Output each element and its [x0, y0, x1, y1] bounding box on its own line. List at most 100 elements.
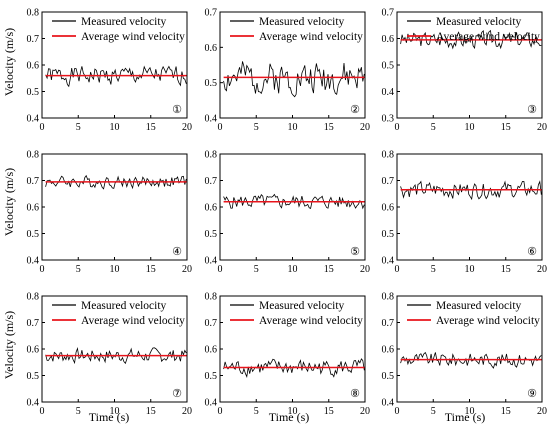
- plot-frame: [396, 295, 543, 403]
- y-tick-label: 0.5: [382, 371, 395, 382]
- x-tick-label: 15: [501, 264, 511, 275]
- x-tick-label: 5: [76, 122, 81, 133]
- x-tick-label: 20: [360, 406, 370, 417]
- panel-6: 0 5 10 15 20 0.4 0.5 0.6 0.7 0.8 ⑥: [382, 150, 548, 276]
- x-tick-label: 15: [324, 406, 334, 417]
- x-tick-label: 15: [324, 264, 334, 275]
- panel-number-marker: ⑦: [172, 388, 182, 400]
- x-tick-label: 10: [465, 264, 475, 275]
- y-tick-label: 0.8: [205, 150, 218, 161]
- plot-frame: [41, 11, 188, 119]
- x-tick-label: 15: [501, 122, 511, 133]
- legend-label-average: Average wind velocity: [436, 31, 540, 43]
- y-tick-label: 0.5: [27, 229, 40, 240]
- y-axis-title-row-3: Velocity (m/s): [2, 311, 16, 379]
- y-tick-label: 0.7: [382, 176, 395, 187]
- x-tick-label: 5: [254, 406, 259, 417]
- x-tick-label: 0: [395, 122, 400, 133]
- y-tick-label: 0.5: [382, 61, 395, 72]
- x-tick-label: 20: [537, 264, 547, 275]
- x-tick-label: 15: [501, 406, 511, 417]
- x-tick-label: 10: [110, 122, 120, 133]
- legend-label-measured: Measured velocity: [259, 300, 345, 312]
- x-tick-label: 0: [40, 406, 45, 417]
- y-tick-label: 0.7: [205, 318, 218, 329]
- x-tick-label: 15: [324, 122, 334, 133]
- x-tick-label: 20: [360, 264, 370, 275]
- y-tick-label: 0.8: [382, 150, 395, 161]
- x-tick-label: 0: [218, 264, 223, 275]
- x-tick-label: 20: [182, 264, 192, 275]
- plot-frame: [41, 153, 188, 261]
- panel-number-marker: ①: [172, 104, 182, 116]
- panel-5: 0 5 10 15 20 0.4 0.5 0.6 0.7 0.8 ⑤: [205, 150, 371, 276]
- y-tick-label: 0.4: [205, 114, 218, 125]
- x-axis-title-col-1: Time (s): [89, 410, 130, 424]
- plot-frame: [219, 295, 366, 403]
- y-tick-label: 0.7: [27, 318, 40, 329]
- x-tick-label: 20: [360, 122, 370, 133]
- panel-number-marker: ⑥: [527, 246, 537, 258]
- y-tick-label: 0.7: [205, 176, 218, 187]
- x-tick-label: 20: [182, 122, 192, 133]
- y-tick-label: 0.5: [382, 229, 395, 240]
- y-tick-label: 0.4: [27, 114, 40, 125]
- x-tick-label: 5: [431, 264, 436, 275]
- legend-label-average: Average wind velocity: [259, 31, 363, 43]
- legend-label-average: Average wind velocity: [259, 315, 363, 327]
- y-tick-label: 0.6: [27, 61, 40, 72]
- y-tick-label: 0.8: [27, 8, 40, 19]
- legend-label-average: Average wind velocity: [81, 315, 185, 327]
- x-tick-label: 10: [465, 122, 475, 133]
- plot-frame: [41, 295, 188, 403]
- y-tick-label: 0.4: [205, 398, 218, 409]
- x-tick-label: 5: [254, 264, 259, 275]
- x-tick-label: 10: [110, 406, 120, 417]
- x-tick-label: 5: [76, 264, 81, 275]
- plot-frame: [219, 11, 366, 119]
- x-tick-label: 20: [537, 406, 547, 417]
- legend-label-measured: Measured velocity: [259, 16, 345, 28]
- y-axis-title-row-2: Velocity (m/s): [2, 168, 16, 236]
- y-tick-label: 0.3: [382, 114, 395, 125]
- y-axis-title-row-1: Velocity (m/s): [2, 28, 16, 96]
- y-tick-label: 0.5: [205, 229, 218, 240]
- measured-velocity-line: [45, 346, 187, 365]
- y-tick-label: 0.4: [205, 256, 218, 267]
- y-tick-label: 0.6: [27, 203, 40, 214]
- y-tick-label: 0.6: [205, 43, 218, 54]
- x-tick-label: 15: [146, 122, 156, 133]
- panel-1: 0 5 10 15 20 0.4 0.5 0.6 0.7 0.8 Measured velocity…: [27, 8, 193, 134]
- legend-label-average: Average wind velocity: [81, 31, 185, 43]
- legend-label-measured: Measured velocity: [436, 16, 522, 28]
- x-tick-label: 10: [288, 264, 298, 275]
- panel-8: 0 5 10 15 20 0.4 0.5 0.6 0.7 0.8 Measured velocity…: [205, 292, 371, 418]
- y-tick-label: 0.5: [205, 78, 218, 89]
- y-tick-label: 0.5: [27, 371, 40, 382]
- measured-velocity-line: [223, 61, 365, 98]
- measured-velocity-line: [45, 65, 187, 88]
- x-tick-label: 15: [146, 264, 156, 275]
- x-tick-label: 10: [288, 122, 298, 133]
- y-tick-label: 0.6: [205, 203, 218, 214]
- panel-4: 0 5 10 15 20 0.4 0.5 0.6 0.7 0.8 ④: [27, 150, 193, 276]
- x-tick-label: 0: [395, 264, 400, 275]
- x-tick-label: 0: [218, 406, 223, 417]
- y-tick-label: 0.6: [382, 34, 395, 45]
- x-tick-label: 5: [431, 122, 436, 133]
- panel-2: 0 5 10 15 20 0.4 0.5 0.6 0.7 Measured velocity Ave…: [205, 8, 371, 134]
- x-tick-label: 10: [465, 406, 475, 417]
- legend-label-average: Average wind velocity: [436, 315, 540, 327]
- x-axis-title-col-3: Time (s): [445, 410, 486, 424]
- panel-number-marker: ③: [527, 104, 537, 116]
- y-tick-label: 0.5: [205, 371, 218, 382]
- y-tick-label: 0.7: [27, 176, 40, 187]
- legend-label-measured: Measured velocity: [436, 300, 522, 312]
- y-tick-label: 0.8: [205, 292, 218, 303]
- y-tick-label: 0.6: [205, 345, 218, 356]
- y-tick-label: 0.5: [27, 87, 40, 98]
- panel-number-marker: ⑨: [527, 388, 537, 400]
- panel-7: 0 5 10 15 20 0.4 0.5 0.6 0.7 0.8 Measured velocity…: [27, 292, 193, 418]
- x-tick-label: 20: [537, 122, 547, 133]
